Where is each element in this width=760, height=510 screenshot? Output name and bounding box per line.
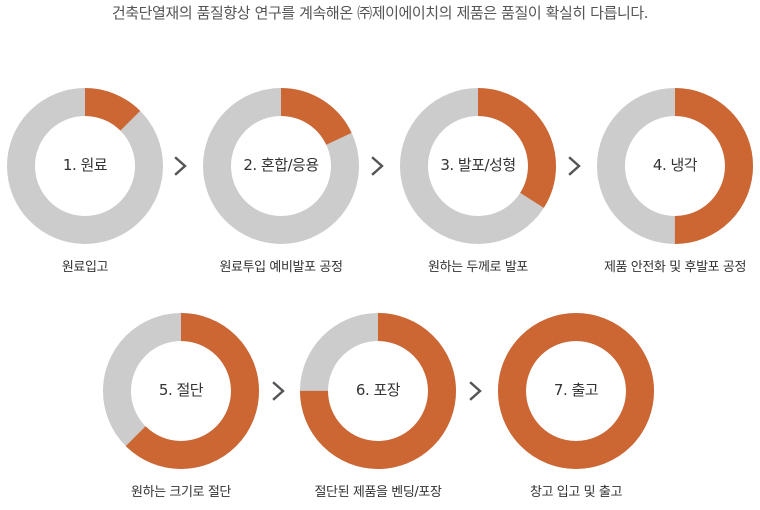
step-description: 원하는 크기로 절단 <box>131 485 231 500</box>
ring-progress-arc <box>597 88 753 244</box>
chevron-right-icon <box>173 155 189 177</box>
progress-ring <box>498 313 654 469</box>
process-step-7: 7. 출고 창고 입고 및 출고 <box>494 313 658 503</box>
step-title: 7. 출고 <box>553 381 599 399</box>
process-step-5: 5. 절단 원하는 크기로 절단 <box>99 313 263 503</box>
progress-ring <box>300 313 456 469</box>
ring-progress-arc <box>300 313 456 469</box>
step-description: 창고 입고 및 출고 <box>529 485 623 500</box>
step-title: 5. 절단 <box>158 381 204 399</box>
chevron-right-shape <box>469 381 482 401</box>
process-step-1: 1. 원료 원료입고 <box>3 88 167 278</box>
ring-progress-arc <box>498 313 654 469</box>
chevron-right-icon <box>567 155 583 177</box>
chevron-right-icon <box>468 380 484 402</box>
step-title: 4. 냉각 <box>652 156 698 174</box>
progress-ring <box>400 88 556 244</box>
chevron-right-shape <box>568 156 581 176</box>
step-title: 2. 혼합/응용 <box>243 156 319 174</box>
progress-ring <box>203 88 359 244</box>
step-description: 원하는 두께로 발포 <box>428 260 528 275</box>
step-title: 1. 원료 <box>62 156 108 174</box>
step-description: 제품 안전화 및 후발포 공정 <box>603 260 747 275</box>
chevron-right-shape <box>371 156 384 176</box>
chevron-right-icon <box>271 380 287 402</box>
process-step-2: 2. 혼합/응용 원료투입 예비발포 공정 <box>199 88 363 278</box>
process-step-6: 6. 포장 절단된 제품을 벤딩/포장 <box>296 313 460 503</box>
process-step-3: 3. 발포/성형 원하는 두께로 발포 <box>396 88 560 278</box>
step-description: 원료투입 예비발포 공정 <box>219 260 343 275</box>
chevron-right-icon <box>370 155 386 177</box>
step-title: 6. 포장 <box>355 381 401 399</box>
ring-progress-arc <box>400 88 556 244</box>
page-headline: 건축단열재의 품질향상 연구를 계속해온 ㈜제이에이치의 제품은 품질이 확실히… <box>111 4 649 22</box>
ring-progress-arc <box>103 313 259 469</box>
progress-ring <box>103 313 259 469</box>
progress-ring <box>597 88 753 244</box>
step-description: 절단된 제품을 벤딩/포장 <box>314 485 442 500</box>
process-step-4: 4. 냉각 제품 안전화 및 후발포 공정 <box>593 88 757 278</box>
progress-ring <box>7 88 163 244</box>
chevron-right-shape <box>272 381 285 401</box>
step-description: 원료입고 <box>61 260 109 275</box>
chevron-right-shape <box>174 156 187 176</box>
step-title: 3. 발포/성형 <box>440 156 516 174</box>
ring-progress-arc <box>7 88 163 244</box>
ring-progress-arc <box>203 88 359 244</box>
